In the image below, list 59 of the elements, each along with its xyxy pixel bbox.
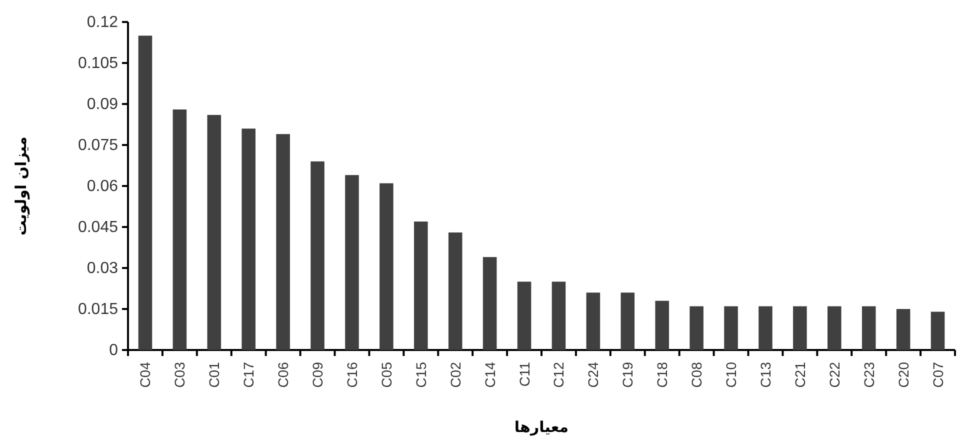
x-tick-label: C15 [412, 362, 429, 388]
bar [690, 306, 704, 350]
y-tick-label: 0.12 [86, 14, 118, 31]
x-tick-label: C24 [585, 362, 602, 388]
x-tick-label: C06 [275, 362, 292, 388]
x-tick-label: C02 [447, 362, 464, 388]
x-axis-title: معیارها [514, 418, 569, 436]
bar [930, 312, 945, 350]
x-tick-label: C01 [206, 362, 222, 388]
x-tick-label: C22 [826, 362, 842, 388]
bar [310, 161, 324, 350]
x-tick-label: C20 [895, 362, 912, 388]
x-tick-label: C10 [723, 362, 740, 388]
bar [552, 282, 566, 350]
bar [448, 232, 462, 350]
bar [482, 257, 497, 350]
bar [138, 36, 152, 350]
x-tick-label: C08 [688, 362, 705, 388]
bar [620, 292, 635, 350]
bar [655, 300, 669, 350]
bar [380, 183, 394, 350]
bar [345, 175, 359, 350]
x-tick-label: C03 [172, 362, 188, 388]
bar [793, 306, 807, 350]
y-tick-label: 0.045 [78, 219, 118, 236]
x-tick-label: C21 [792, 362, 808, 388]
y-tick-label: 0.03 [86, 260, 118, 277]
x-tick-label: C19 [620, 362, 636, 388]
bar [586, 292, 600, 350]
x-tick-label: C04 [137, 362, 154, 388]
y-axis-title: میزان اولویت [12, 136, 30, 236]
x-tick-label: C05 [378, 362, 394, 388]
x-tick-label: C09 [310, 362, 326, 388]
x-tick-label: C11 [516, 362, 532, 387]
x-tick-label: C14 [482, 362, 498, 388]
y-tick-label: 0.075 [78, 137, 118, 154]
bar [828, 306, 842, 350]
bar [862, 306, 876, 350]
bar [276, 134, 290, 350]
bar [207, 114, 222, 350]
x-tick-label: C18 [654, 362, 670, 388]
x-tick-label: C07 [930, 362, 946, 388]
x-tick-label: C23 [860, 362, 877, 388]
bar [724, 306, 738, 350]
bar [172, 109, 187, 350]
x-tick-label: C16 [344, 362, 360, 388]
y-tick-label: 0.09 [86, 96, 118, 113]
x-tick-label: C17 [240, 362, 257, 388]
y-tick-label: 0.015 [78, 301, 118, 318]
y-tick-label: 0.06 [86, 178, 118, 195]
x-tick-label: C12 [550, 362, 567, 388]
bar [414, 222, 428, 350]
y-tick-label: 0 [109, 342, 118, 359]
bar [242, 128, 256, 350]
y-tick-label: 0.105 [78, 55, 118, 72]
x-tick-label: C13 [757, 362, 774, 388]
bar [758, 306, 772, 350]
bar [517, 282, 532, 350]
bar [896, 309, 910, 350]
